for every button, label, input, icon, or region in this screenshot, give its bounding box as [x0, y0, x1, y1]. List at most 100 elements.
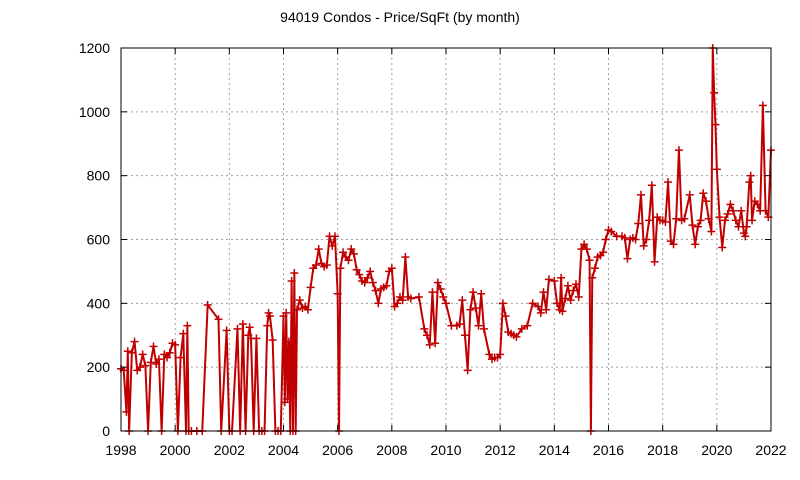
x-tick-label: 1998 [105, 442, 136, 458]
data-point [330, 232, 339, 241]
data-point [746, 171, 755, 180]
x-axis-tick-labels: 1998 2000 2002 2004 2006 2008 2010 2012 2014 2016… [105, 442, 786, 458]
data-point [295, 296, 304, 305]
data-point [425, 340, 434, 349]
series-0 [117, 44, 775, 435]
data-point [420, 324, 429, 333]
data-point [374, 299, 383, 308]
data-point [572, 280, 580, 289]
data-point [699, 189, 708, 198]
data-point [685, 190, 694, 199]
series-layer [117, 44, 775, 435]
data-point [431, 339, 440, 348]
data-point [691, 240, 700, 249]
data-point [123, 347, 132, 356]
data-point [163, 353, 172, 362]
data-point [712, 165, 721, 174]
data-point [371, 286, 380, 295]
data-point [141, 361, 150, 370]
data-point [715, 213, 724, 222]
data-point [607, 227, 616, 236]
data-point [138, 350, 147, 359]
data-point [574, 292, 583, 301]
data-point [647, 181, 656, 190]
data-point [233, 324, 242, 333]
data-point [355, 270, 364, 279]
data-point [245, 323, 254, 332]
data-point [401, 253, 410, 262]
data-point [650, 257, 659, 266]
data-point [306, 283, 315, 292]
data-point [674, 146, 683, 155]
data-point [222, 326, 231, 335]
data-point [702, 197, 710, 206]
data-point [582, 245, 591, 254]
data-point [122, 407, 131, 416]
data-point [171, 340, 180, 349]
data-point [729, 206, 738, 215]
data-point [723, 209, 732, 218]
data-point [314, 245, 323, 254]
data-point [553, 299, 562, 308]
x-tick-label: 2014 [539, 442, 570, 458]
data-point [623, 254, 632, 263]
data-point [498, 299, 507, 308]
data-point [517, 324, 526, 333]
data-point [696, 216, 705, 225]
data-point [748, 216, 757, 225]
data-point [252, 334, 261, 343]
y-tick-label: 400 [87, 295, 111, 311]
y-tick-label: 200 [87, 359, 111, 375]
data-point [661, 217, 670, 226]
data-point [203, 300, 212, 309]
x-tick-label: 2000 [160, 442, 191, 458]
data-point [463, 366, 472, 375]
data-point [590, 264, 599, 273]
data-point [761, 206, 770, 215]
data-point [758, 101, 767, 110]
y-tick-label: 0 [102, 423, 110, 439]
data-point [344, 256, 353, 265]
data-point [672, 214, 681, 223]
data-point [287, 276, 296, 285]
data-point [455, 320, 464, 329]
data-point [360, 278, 369, 287]
data-point [154, 355, 163, 364]
data-point [544, 275, 553, 284]
data-point [423, 331, 432, 340]
y-tick-label: 800 [87, 168, 111, 184]
data-point [460, 331, 469, 340]
data-point [512, 332, 521, 341]
data-point [428, 288, 437, 297]
data-point [731, 216, 740, 225]
data-point [737, 206, 746, 215]
x-tick-label: 2010 [430, 442, 461, 458]
data-point [328, 241, 337, 250]
data-point [284, 337, 293, 346]
data-point [130, 337, 139, 346]
x-tick-label: 2004 [268, 442, 299, 458]
data-point [347, 245, 356, 254]
data-point [263, 321, 272, 330]
data-point [680, 214, 689, 223]
data-point [290, 269, 299, 278]
data-point [165, 348, 174, 357]
data-point [561, 294, 570, 303]
data-point [745, 178, 754, 187]
data-point [458, 296, 467, 305]
data-point [534, 302, 543, 311]
data-point [718, 243, 727, 252]
x-tick-label: 2016 [593, 442, 624, 458]
data-point [669, 240, 678, 249]
data-point [336, 264, 345, 273]
data-point [642, 235, 651, 244]
data-point [474, 321, 483, 330]
data-point [382, 281, 391, 290]
x-tick-label: 2020 [701, 442, 732, 458]
data-point [631, 235, 640, 244]
data-point [536, 308, 545, 317]
data-point [152, 359, 161, 368]
data-point [282, 308, 291, 317]
data-point [645, 216, 654, 225]
data-point [214, 315, 223, 324]
